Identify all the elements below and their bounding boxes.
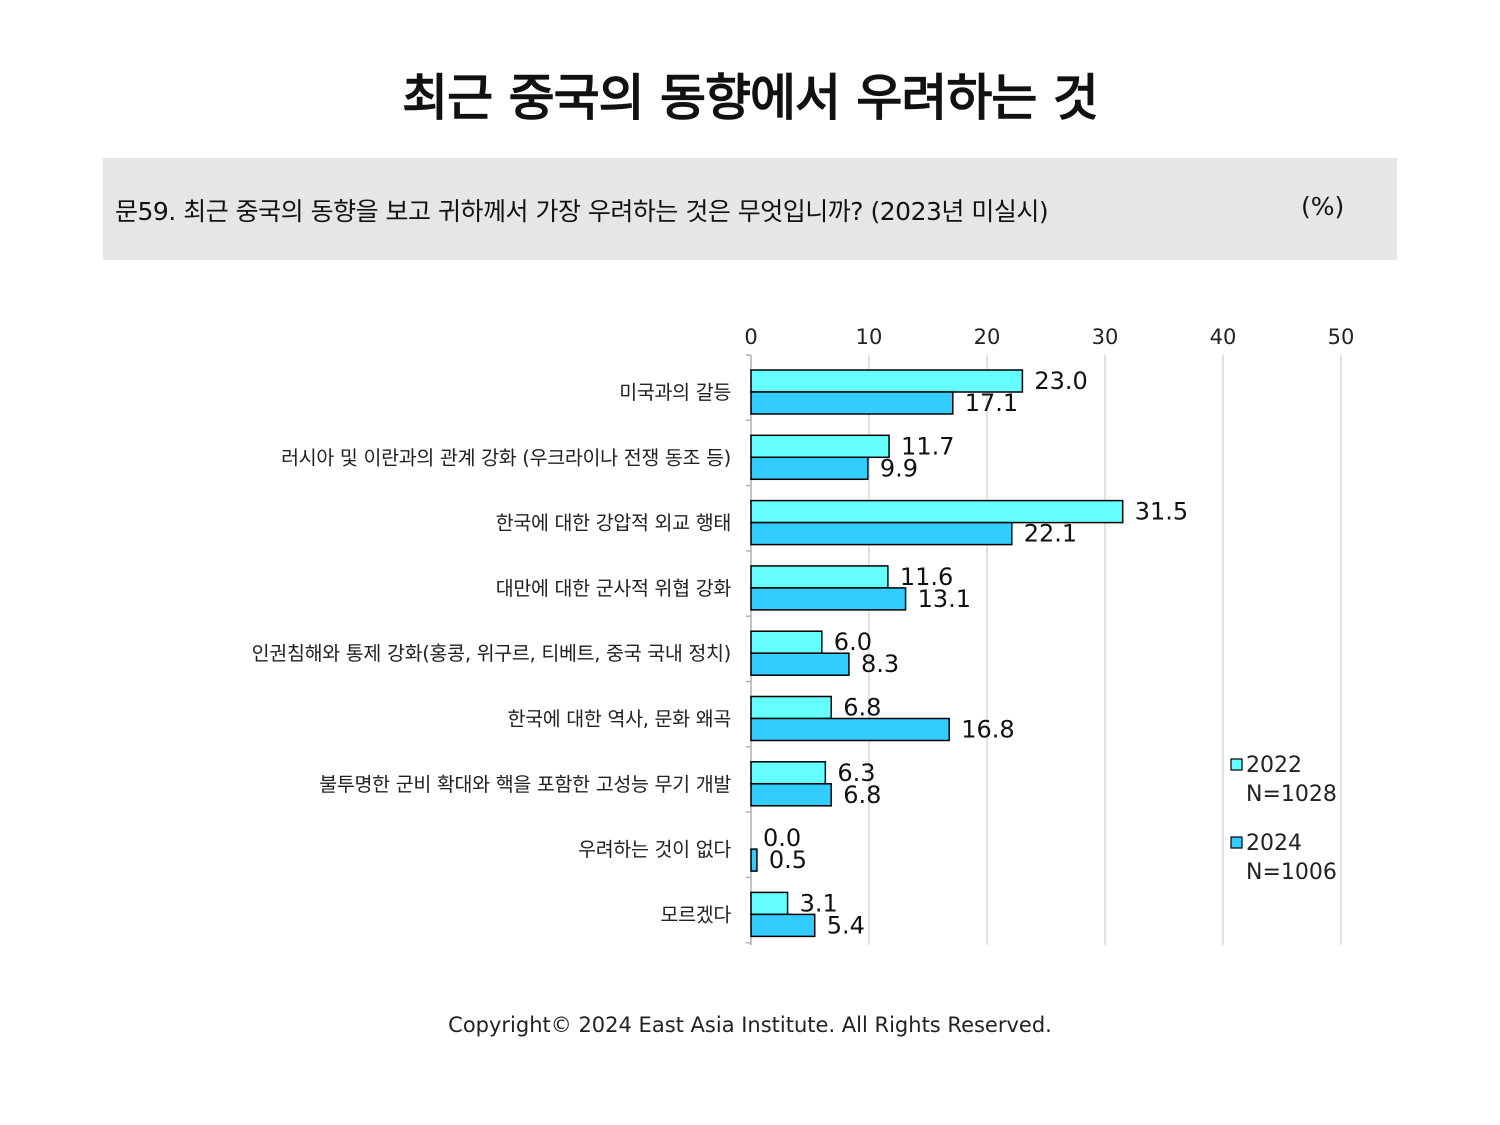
bar-2024: [750, 521, 1013, 546]
data-label: 31.5: [1135, 498, 1188, 526]
data-label: 5.4: [827, 911, 865, 939]
bar-2022: [750, 565, 889, 589]
data-label: 8.3: [861, 650, 899, 678]
bar-2024: [750, 717, 950, 742]
bar-2024: [750, 783, 832, 807]
bar-2024: [750, 456, 869, 481]
unit-label: (%): [1301, 192, 1345, 221]
copyright-notice: Copyright© 2024 East Asia Institute. All…: [448, 1013, 1052, 1037]
bar-2022: [750, 630, 823, 654]
question-text: 문59. 최근 중국의 동향을 보고 귀하께서 가장 우려하는 것은 무엇입니까…: [115, 197, 1049, 226]
bar-2024: [750, 848, 758, 872]
bar-2024: [750, 587, 907, 611]
category-label: 인권침해와 통제 강화(홍콩, 위구르, 티베트, 중국 국내 정치): [252, 642, 731, 665]
data-label: 23.0: [1034, 367, 1087, 395]
legend-sample-size: N=1028: [1246, 782, 1337, 807]
x-tick-label: 10: [856, 325, 883, 349]
bar-2024: [750, 913, 816, 938]
category-label: 한국에 대한 역사, 문화 왜곡: [507, 708, 731, 731]
data-label: 13.1: [918, 585, 971, 613]
category-label: 대만에 대한 군사적 위협 강화: [496, 577, 732, 600]
data-label: 0.0: [763, 824, 801, 852]
bar-chart: 0 10 20 30 40 50 미국과의 갈등 23.0 17.1 러시아 및 이란과의 관계 …: [252, 325, 1355, 945]
data-label: 17.1: [965, 389, 1018, 417]
bar-2024: [750, 391, 954, 415]
data-label: 22.1: [1024, 520, 1077, 548]
legend-swatch-2024: [1230, 836, 1243, 849]
bar-2022: [750, 891, 789, 916]
x-tick-label: 40: [1210, 325, 1237, 349]
x-tick-label: 20: [974, 325, 1001, 349]
bar-2024: [750, 652, 850, 676]
data-label: 6.8: [843, 781, 881, 809]
bar-2022: [750, 695, 832, 720]
legend-sample-size: N=1006: [1246, 860, 1337, 885]
chart-title: 최근 중국의 동향에서 우려하는 것: [402, 69, 1099, 127]
data-label: 16.8: [961, 716, 1014, 744]
data-label: 6.3: [837, 759, 875, 787]
x-tick-label: 30: [1092, 325, 1119, 349]
category-label: 불투명한 군비 확대와 핵을 포함한 고성능 무기 개발: [319, 773, 731, 796]
category-label: 한국에 대한 강압적 외교 행태: [496, 512, 731, 535]
question-box: 문59. 최근 중국의 동향을 보고 귀하께서 가장 우려하는 것은 무엇입니까…: [103, 158, 1397, 260]
legend-swatch-2022: [1230, 758, 1243, 771]
category-label: 우려하는 것이 없다: [578, 838, 731, 861]
bar-2022: [750, 761, 827, 785]
category-label: 미국과의 갈등: [619, 381, 731, 404]
category-label: 러시아 및 이란과의 관계 강화 (우크라이나 전쟁 동조 등): [281, 446, 731, 469]
data-label: 11.7: [901, 432, 954, 460]
data-label: 3.1: [800, 889, 838, 917]
category-label: 모르겠다: [660, 903, 731, 926]
data-label: 9.9: [880, 454, 918, 482]
data-label: 6.8: [843, 694, 881, 722]
data-label: 6.0: [834, 628, 872, 656]
legend-label: 2024: [1246, 831, 1302, 856]
x-tick-label: 50: [1328, 325, 1355, 349]
x-tick-label: 0: [744, 325, 757, 349]
legend-label: 2022: [1246, 753, 1302, 778]
data-label: 11.6: [900, 563, 953, 591]
data-label: 0.5: [769, 846, 807, 874]
bar-2022: [750, 434, 890, 459]
